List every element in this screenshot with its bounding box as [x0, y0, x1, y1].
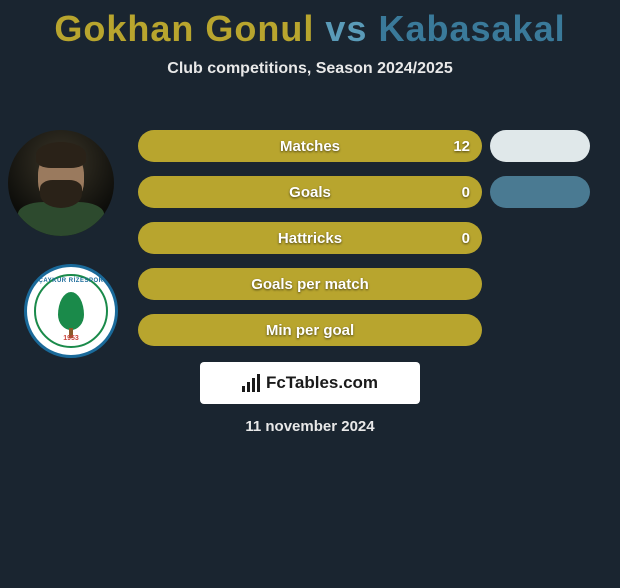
- club-year-text: 1953: [36, 335, 106, 342]
- stat-label: Goals: [138, 176, 482, 208]
- oval-badge: [490, 176, 590, 208]
- stat-row: Goals 0: [138, 176, 482, 208]
- player2-ovals: [490, 130, 590, 222]
- oval-badge: [490, 130, 590, 162]
- stat-value: 0: [462, 176, 470, 208]
- stat-row: Goals per match: [138, 268, 482, 300]
- club-name-text: ÇAYKUR RİZESPOR: [36, 278, 106, 284]
- club-badge: ÇAYKUR RİZESPOR 1953: [24, 264, 118, 358]
- stat-label: Min per goal: [138, 314, 482, 346]
- stat-label: Matches: [138, 130, 482, 162]
- page-title: Gokhan Gonul vs Kabasakal: [0, 8, 620, 50]
- stat-row: Hattricks 0: [138, 222, 482, 254]
- leaf-icon: [58, 292, 84, 330]
- stat-value: 12: [453, 130, 470, 162]
- stat-label: Goals per match: [138, 268, 482, 300]
- stat-row: Min per goal: [138, 314, 482, 346]
- player1-name: Gokhan Gonul: [54, 8, 314, 49]
- barchart-icon: [242, 374, 260, 392]
- brand-logo[interactable]: FcTables.com: [200, 362, 420, 404]
- stat-label: Hattricks: [138, 222, 482, 254]
- player2-name: Kabasakal: [378, 8, 565, 49]
- stats-bars: Matches 12 Goals 0 Hattricks 0 Goals per…: [138, 130, 482, 360]
- footer-date: 11 november 2024: [0, 418, 620, 435]
- subtitle: Club competitions, Season 2024/2025: [0, 60, 620, 78]
- vs-text: vs: [325, 8, 367, 49]
- stat-value: 0: [462, 222, 470, 254]
- brand-text: FcTables.com: [266, 373, 378, 393]
- stat-row: Matches 12: [138, 130, 482, 162]
- player1-avatar: [8, 130, 114, 236]
